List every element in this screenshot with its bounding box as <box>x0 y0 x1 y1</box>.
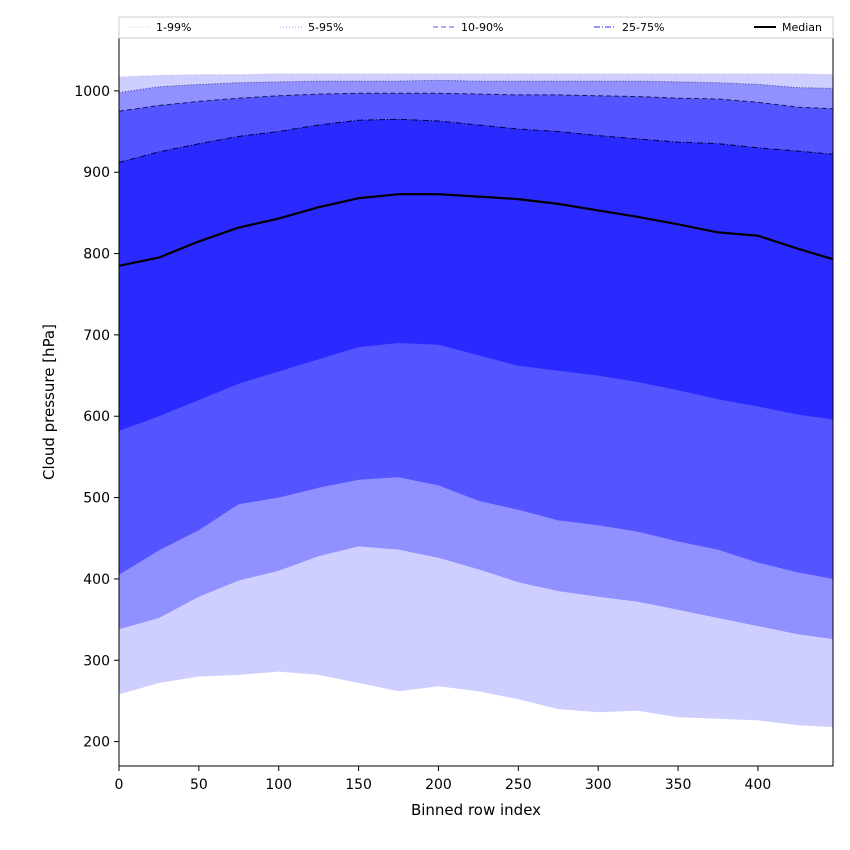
legend-label-5-95%: 5-95% <box>308 21 343 34</box>
x-tick-label: 200 <box>425 777 452 793</box>
y-tick-label: 700 <box>83 328 110 344</box>
y-tick-label: 600 <box>83 409 110 425</box>
band-25-75% <box>119 119 833 431</box>
x-tick-label: 250 <box>505 777 532 793</box>
y-tick-label: 300 <box>83 653 110 669</box>
x-tick-label: 150 <box>345 777 372 793</box>
y-tick-label: 500 <box>83 491 110 507</box>
legend-label-10-90%: 10-90% <box>461 21 503 34</box>
band-upper-line-5-95% <box>118 79 834 93</box>
x-tick-label: 50 <box>190 777 208 793</box>
x-tick-label: 400 <box>745 777 772 793</box>
legend-label-1-99%: 1-99% <box>156 21 191 34</box>
x-tick-label: 0 <box>115 777 124 793</box>
bands-layer <box>118 73 834 728</box>
x-tick-label: 350 <box>665 777 692 793</box>
y-tick-label: 1000 <box>74 84 110 100</box>
series-line-median <box>118 193 834 267</box>
band-upper-line-25-75% <box>118 118 834 163</box>
y-tick-label: 900 <box>83 165 110 181</box>
y-axis: 200 300 400 500 600 700 800 900 1000 <box>74 84 119 751</box>
x-tick-label: 100 <box>265 777 292 793</box>
legend: 1-99% 5-95% 10-90% 25-75% Median <box>118 16 834 39</box>
legend-label-25-75%: 25-75% <box>622 21 664 34</box>
legend-box <box>118 16 834 39</box>
y-axis-label: Cloud pressure [hPa] <box>40 324 58 480</box>
y-tick-label: 400 <box>83 572 110 588</box>
x-axis-label: Binned row index <box>411 801 541 819</box>
y-tick-label: 800 <box>83 247 110 263</box>
x-axis: 0 50 100 150 200 250 300 350 400 <box>115 766 772 793</box>
x-tick-label: 300 <box>585 777 612 793</box>
median-layer <box>118 193 834 267</box>
y-tick-label: 200 <box>83 735 110 751</box>
band-upper-line-10-90% <box>118 92 834 112</box>
legend-label-Median: Median <box>782 21 822 34</box>
